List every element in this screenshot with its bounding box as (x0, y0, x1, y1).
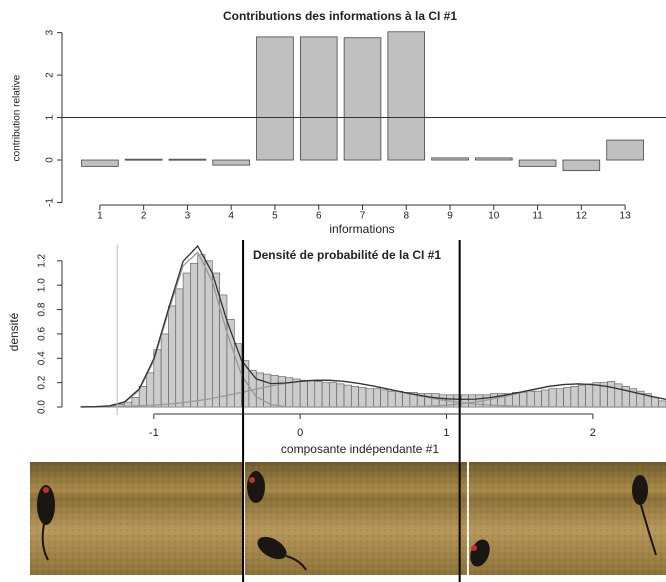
bar (213, 160, 250, 165)
histogram-bar (344, 385, 351, 407)
figure: Contributions des informations à la CI #… (0, 0, 666, 582)
video-frames (30, 462, 666, 575)
bar (432, 158, 469, 160)
y-tick-label: 1.2 (37, 253, 48, 267)
histogram-bar (307, 380, 314, 407)
x-tick-label: 4 (228, 211, 234, 222)
x-tick-label: 2 (141, 211, 147, 222)
histogram-bar (366, 389, 373, 407)
histogram-bar (373, 389, 380, 407)
histogram-bar (176, 289, 183, 407)
bar (344, 38, 381, 160)
bar (169, 159, 206, 160)
histogram-bar (329, 383, 336, 407)
histogram-bar (293, 379, 300, 407)
x-tick-label: 13 (620, 211, 632, 222)
page: Contributions des informations à la CI #… (0, 0, 666, 582)
histogram-bar (549, 389, 556, 407)
histogram-bar (168, 306, 175, 407)
bar (475, 158, 512, 160)
bar (519, 160, 556, 166)
histogram-bar (578, 385, 585, 407)
histogram-bar (146, 373, 153, 407)
x-tick-label: 11 (532, 211, 543, 222)
histogram-bar (359, 388, 366, 407)
y-tick-label: 0.8 (37, 302, 48, 316)
chart-title: Densité de probabilité de la CI #1 (253, 248, 441, 262)
bar (125, 159, 162, 160)
histogram-bar (651, 397, 658, 407)
histogram-bar (593, 383, 600, 407)
histogram-bar (425, 394, 432, 407)
histogram-bar (205, 261, 212, 407)
histogram-bar (432, 394, 439, 407)
histogram-bar (322, 383, 329, 407)
histogram-bar (388, 391, 395, 407)
x-tick-label: 12 (576, 211, 588, 222)
bar (257, 37, 294, 160)
y-axis-label: densité (7, 312, 21, 351)
bar (388, 32, 425, 160)
x-tick-label: 10 (488, 211, 500, 222)
x-axis-label: informations (329, 222, 394, 236)
x-tick-label: 6 (316, 211, 322, 222)
histogram-bar (542, 390, 549, 407)
y-axis-label: contribution relative (12, 74, 23, 161)
y-tick-label: 0 (45, 157, 56, 163)
x-tick-label: 9 (447, 211, 453, 222)
histogram-bar (520, 392, 527, 407)
y-tick-label: 0.4 (37, 351, 48, 365)
x-tick-label: 7 (360, 211, 366, 222)
x-tick-label: -1 (149, 427, 159, 439)
bar (300, 37, 337, 160)
histogram-bar (300, 380, 307, 407)
x-tick-label: 5 (272, 211, 278, 222)
histogram-bar (468, 395, 475, 407)
chart-title: Contributions des informations à la CI #… (223, 9, 457, 23)
histogram-bar (256, 373, 263, 407)
histogram-bar (395, 391, 402, 407)
bar (563, 160, 600, 171)
histogram-bar (183, 273, 190, 407)
y-tick-label: 0.0 (37, 400, 48, 414)
histogram-bar (615, 384, 622, 407)
y-tick-label: 3 (45, 29, 56, 35)
histogram-bar (571, 386, 578, 407)
histogram-bar (234, 344, 241, 407)
x-tick-label: 1 (97, 211, 103, 222)
y-tick-label: 1 (45, 114, 56, 120)
x-tick-label: 1 (443, 427, 449, 439)
x-tick-label: 8 (403, 211, 409, 222)
histogram-bar (337, 384, 344, 407)
histogram-bar (534, 391, 541, 407)
histogram-bar (161, 334, 168, 407)
bar (607, 140, 644, 160)
bar (82, 160, 119, 166)
histogram-bar (564, 388, 571, 407)
x-tick-label: 2 (590, 427, 596, 439)
histogram-bar (527, 391, 534, 407)
y-tick-label: 0.2 (37, 375, 48, 389)
x-tick-label: 0 (297, 427, 303, 439)
histogram-bar (198, 255, 205, 407)
texture (30, 462, 666, 575)
histogram-bar (556, 389, 563, 407)
histogram-bar (461, 395, 468, 407)
histogram-bar (190, 263, 197, 407)
histogram-bar (381, 390, 388, 407)
histogram-bar (403, 392, 410, 407)
y-tick-label: 0.6 (37, 327, 48, 341)
x-axis-label: composante indépendante #1 (281, 442, 439, 456)
histogram-bar (351, 386, 358, 407)
y-tick-label: 1.0 (37, 278, 48, 292)
histogram-bar (315, 381, 322, 407)
histogram-bar (586, 384, 593, 407)
x-tick-label: 3 (185, 211, 191, 222)
histogram-bar (659, 401, 666, 407)
histogram-bar (607, 381, 614, 407)
histogram-bar (278, 377, 285, 407)
y-tick-label: -1 (45, 198, 56, 207)
histogram-bar (271, 375, 278, 407)
y-tick-label: 2 (45, 72, 56, 78)
